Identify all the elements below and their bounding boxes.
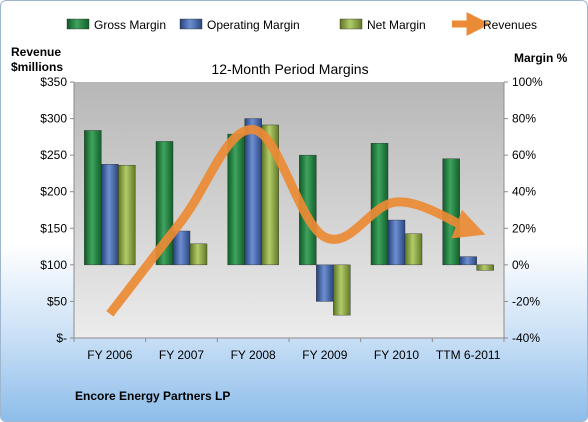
left-axis-label-line-2: $millions: [11, 60, 63, 74]
operating-margin-bar-4: [387, 219, 406, 266]
left-tick-label-0: $-: [56, 331, 67, 345]
left-tick-label-6: $300: [40, 112, 67, 126]
right-tick-label-7: 100%: [512, 75, 543, 89]
left-tick-label-2: $100: [40, 258, 67, 272]
legend-label-operating-margin: Operating Margin: [207, 18, 300, 32]
x-tick-label-2: FY 2008: [231, 348, 276, 362]
operating-margin-bar-5: [459, 256, 477, 266]
revenue-line-layer: [106, 125, 486, 317]
legend-swatch-net-margin: [339, 18, 363, 30]
legend: Gross Margin Operating Margin Net Margin Re…: [66, 12, 537, 36]
operating-margin-bar-2: [244, 118, 262, 266]
company-name: Encore Energy Partners LP: [75, 389, 231, 403]
x-tick-label-4: FY 2010: [374, 348, 419, 362]
right-tick-label-2: 0%: [512, 258, 530, 272]
right-tick-label-4: 40%: [512, 185, 536, 199]
left-tick-label-1: $50: [47, 294, 67, 308]
left-tick-label-7: $350: [40, 75, 67, 89]
right-tick-label-1: -20%: [512, 294, 540, 308]
right-tick-label-0: -40%: [512, 331, 540, 345]
right-tick-label-6: 80%: [512, 112, 536, 126]
bar-layer: [84, 118, 494, 316]
axes-layer: $- $50 $100 $150 $200 $250 $300 $350 -40% -20% 0% 2…: [40, 75, 543, 362]
legend-label-gross-margin: Gross Margin: [94, 18, 166, 32]
gross-margin-bar-2: [227, 133, 245, 266]
legend-label-net-margin: Net Margin: [367, 18, 426, 32]
right-tick-label-3: 20%: [512, 221, 536, 235]
net-margin-bar-3: [333, 264, 351, 316]
revenues-line: [106, 125, 486, 317]
net-margin-bar-4: [404, 233, 423, 266]
operating-margin-bar-1: [172, 230, 191, 266]
x-tick-label-3: FY 2009: [302, 348, 347, 362]
legend-swatch-gross-margin: [66, 18, 90, 30]
gross-margin-bar-0: [84, 130, 102, 266]
right-axis-label: Margin %: [514, 51, 568, 65]
left-tick-label-5: $250: [40, 148, 67, 162]
net-margin-bar-5: [476, 264, 494, 271]
left-tick-label-3: $150: [40, 221, 67, 235]
net-margin-bar-2: [261, 124, 279, 266]
left-axis-label-line-1: Revenue: [11, 45, 61, 59]
legend-label-revenues: Revenues: [483, 18, 537, 32]
right-tick-label-5: 60%: [512, 148, 536, 162]
legend-swatch-operating-margin: [179, 18, 203, 30]
net-margin-bar-0: [118, 164, 136, 266]
chart-title: 12-Month Period Margins: [211, 61, 368, 77]
x-tick-label-0: FY 2006: [87, 348, 132, 362]
left-tick-label-4: $200: [40, 185, 67, 199]
x-tick-label-1: FY 2007: [159, 348, 204, 362]
x-tick-label-5: TTM 6-2011: [436, 348, 501, 362]
net-margin-bar-1: [189, 243, 208, 266]
operating-margin-bar-3: [316, 264, 334, 302]
operating-margin-bar-0: [101, 164, 119, 266]
